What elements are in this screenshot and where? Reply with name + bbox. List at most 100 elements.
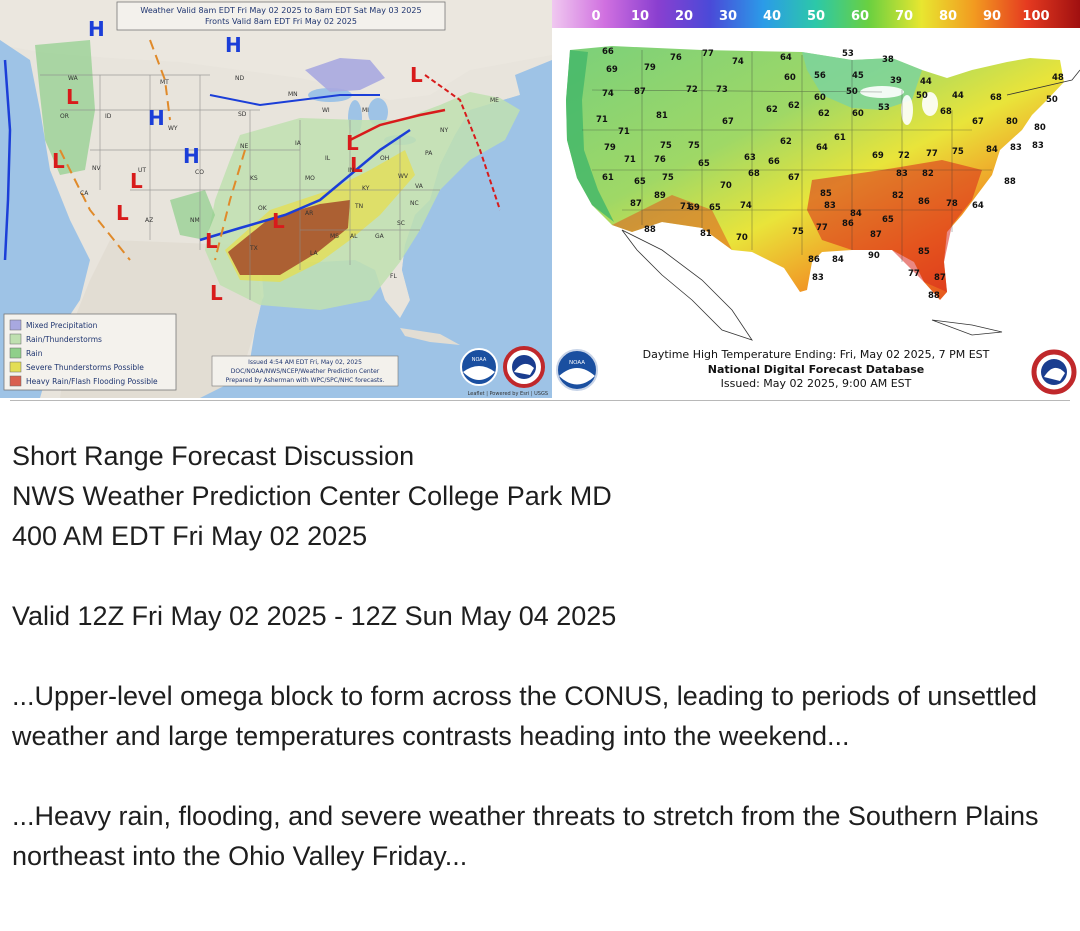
svg-text:IL: IL — [325, 155, 331, 162]
nws-logo — [1031, 349, 1077, 395]
temperature-label: 77 — [926, 149, 938, 159]
temperature-label: 77 — [816, 223, 828, 233]
temperature-label: 38 — [882, 55, 894, 65]
temperature-map-source: National Digital Forecast Database — [708, 363, 925, 376]
temperature-label: 71 — [618, 127, 630, 137]
cold-front-east — [424, 74, 501, 211]
svg-text:NM: NM — [190, 217, 200, 224]
temperature-label: 85 — [918, 247, 930, 257]
wpc-forecast-map: H H H H L L L L L L L L L L WA OR ID MT — [0, 0, 552, 398]
temperature-label: 71 — [624, 155, 636, 165]
temperature-label: 65 — [709, 203, 721, 213]
precip-legend: Mixed Precipitation Rain/Thunderstorms R… — [3, 313, 177, 391]
high-pressure-center: H — [225, 33, 242, 57]
svg-text:CO: CO — [195, 169, 204, 176]
heavy-rain-area — [228, 200, 350, 275]
svg-text:FL: FL — [390, 273, 397, 280]
svg-text:GA: GA — [375, 233, 385, 240]
svg-text:LA: LA — [310, 250, 318, 257]
colorbar-tick: 80 — [939, 9, 957, 24]
svg-text:OK: OK — [258, 205, 268, 212]
low-pressure-center: L — [130, 169, 143, 193]
temperature-label: 77 — [908, 269, 920, 279]
temperature-label: 67 — [972, 117, 984, 127]
temperature-label: 53 — [842, 49, 854, 59]
temperature-label: 53 — [878, 103, 890, 113]
temperature-label: 62 — [766, 105, 778, 115]
temperature-map-title: Daytime High Temperature Ending: Fri, Ma… — [643, 348, 990, 361]
svg-text:VA: VA — [415, 183, 424, 190]
temperature-label: 76 — [670, 53, 682, 63]
colorbar-tick: 100 — [1022, 9, 1049, 24]
temperature-label: 39 — [890, 76, 902, 86]
discussion-headline: ...Heavy rain, flooding, and severe weat… — [12, 801, 1039, 871]
ndfd-temperature-map: 0 10 20 30 40 50 60 70 80 90 100 — [552, 0, 1080, 398]
atlantic-ocean — [402, 80, 552, 398]
svg-text:NY: NY — [440, 127, 448, 134]
svg-text:ND: ND — [235, 75, 244, 82]
legend-item: Severe Thunderstorms Possible — [26, 363, 144, 372]
temperature-label: 87 — [870, 230, 882, 240]
svg-text:WY: WY — [168, 125, 178, 132]
temperature-label: 44 — [920, 77, 932, 87]
svg-text:KY: KY — [362, 185, 370, 192]
temperature-label: 68 — [990, 93, 1002, 103]
colorbar-tick: 10 — [631, 9, 649, 24]
temperature-label: 78 — [946, 199, 958, 209]
temperature-label: 80 — [1034, 123, 1046, 133]
svg-text:OH: OH — [380, 155, 389, 162]
high-pressure-center: H — [88, 17, 105, 41]
svg-text:WI: WI — [322, 107, 330, 114]
temperature-label: 63 — [744, 153, 756, 163]
temperature-label: 83 — [812, 273, 824, 283]
svg-text:AL: AL — [350, 233, 358, 240]
temperature-label: 90 — [868, 251, 880, 261]
map-subtitle: Fronts Valid 8am EDT Fri May 02 2025 — [205, 17, 357, 26]
temperature-label: 73 — [716, 85, 728, 95]
temperature-colorbar — [552, 0, 1080, 28]
svg-text:AR: AR — [305, 210, 313, 217]
temperature-label: 74 — [732, 57, 744, 67]
temperature-label: 64 — [972, 201, 984, 211]
legend-item: Mixed Precipitation — [26, 321, 98, 330]
temperature-label: 70 — [736, 233, 748, 243]
colorbar-tick: 50 — [807, 9, 825, 24]
temperature-label: 56 — [814, 71, 826, 81]
pacific-ocean — [0, 40, 90, 398]
temperature-label: 83 — [824, 201, 836, 211]
svg-text:WA: WA — [68, 75, 79, 82]
svg-text:NE: NE — [240, 143, 248, 150]
low-pressure-center: L — [116, 201, 129, 225]
temperature-label: 83 — [896, 169, 908, 179]
legend-item: Rain — [26, 349, 43, 358]
svg-text:CA: CA — [80, 190, 89, 197]
low-pressure-center: L — [52, 149, 65, 173]
temperature-label: 84 — [832, 255, 844, 265]
trough-line-2 — [59, 149, 131, 261]
svg-text:TN: TN — [354, 203, 363, 210]
temperature-label: 50 — [916, 91, 928, 101]
temperature-label: 74 — [602, 89, 614, 99]
svg-text:OR: OR — [60, 113, 69, 120]
temperature-label: 75 — [952, 147, 964, 157]
low-pressure-center: L — [350, 153, 363, 177]
temperature-label: 71 — [680, 202, 692, 212]
discussion-office: NWS Weather Prediction Center College Pa… — [12, 481, 612, 511]
issued-agency: DOC/NOAA/NWS/NCEP/Weather Prediction Cen… — [231, 368, 380, 375]
temperature-label: 82 — [922, 169, 934, 179]
temperature-label: 61 — [602, 173, 614, 183]
temperature-label: 72 — [898, 151, 910, 161]
svg-text:NOAA: NOAA — [569, 360, 585, 366]
svg-text:ME: ME — [490, 97, 499, 104]
temperature-label: 48 — [1052, 73, 1064, 83]
temperature-label: 83 — [1010, 143, 1022, 153]
high-pressure-center: H — [148, 106, 165, 130]
colorbar-tick: 0 — [591, 9, 600, 24]
temperature-label: 61 — [834, 133, 846, 143]
trough-line-3 — [214, 149, 246, 261]
temperature-label: 80 — [1006, 117, 1018, 127]
noaa-logo: NOAA — [556, 349, 598, 391]
svg-text:NOAA: NOAA — [472, 357, 487, 363]
low-pressure-center: L — [205, 229, 218, 253]
colorbar-tick: 70 — [895, 9, 913, 24]
